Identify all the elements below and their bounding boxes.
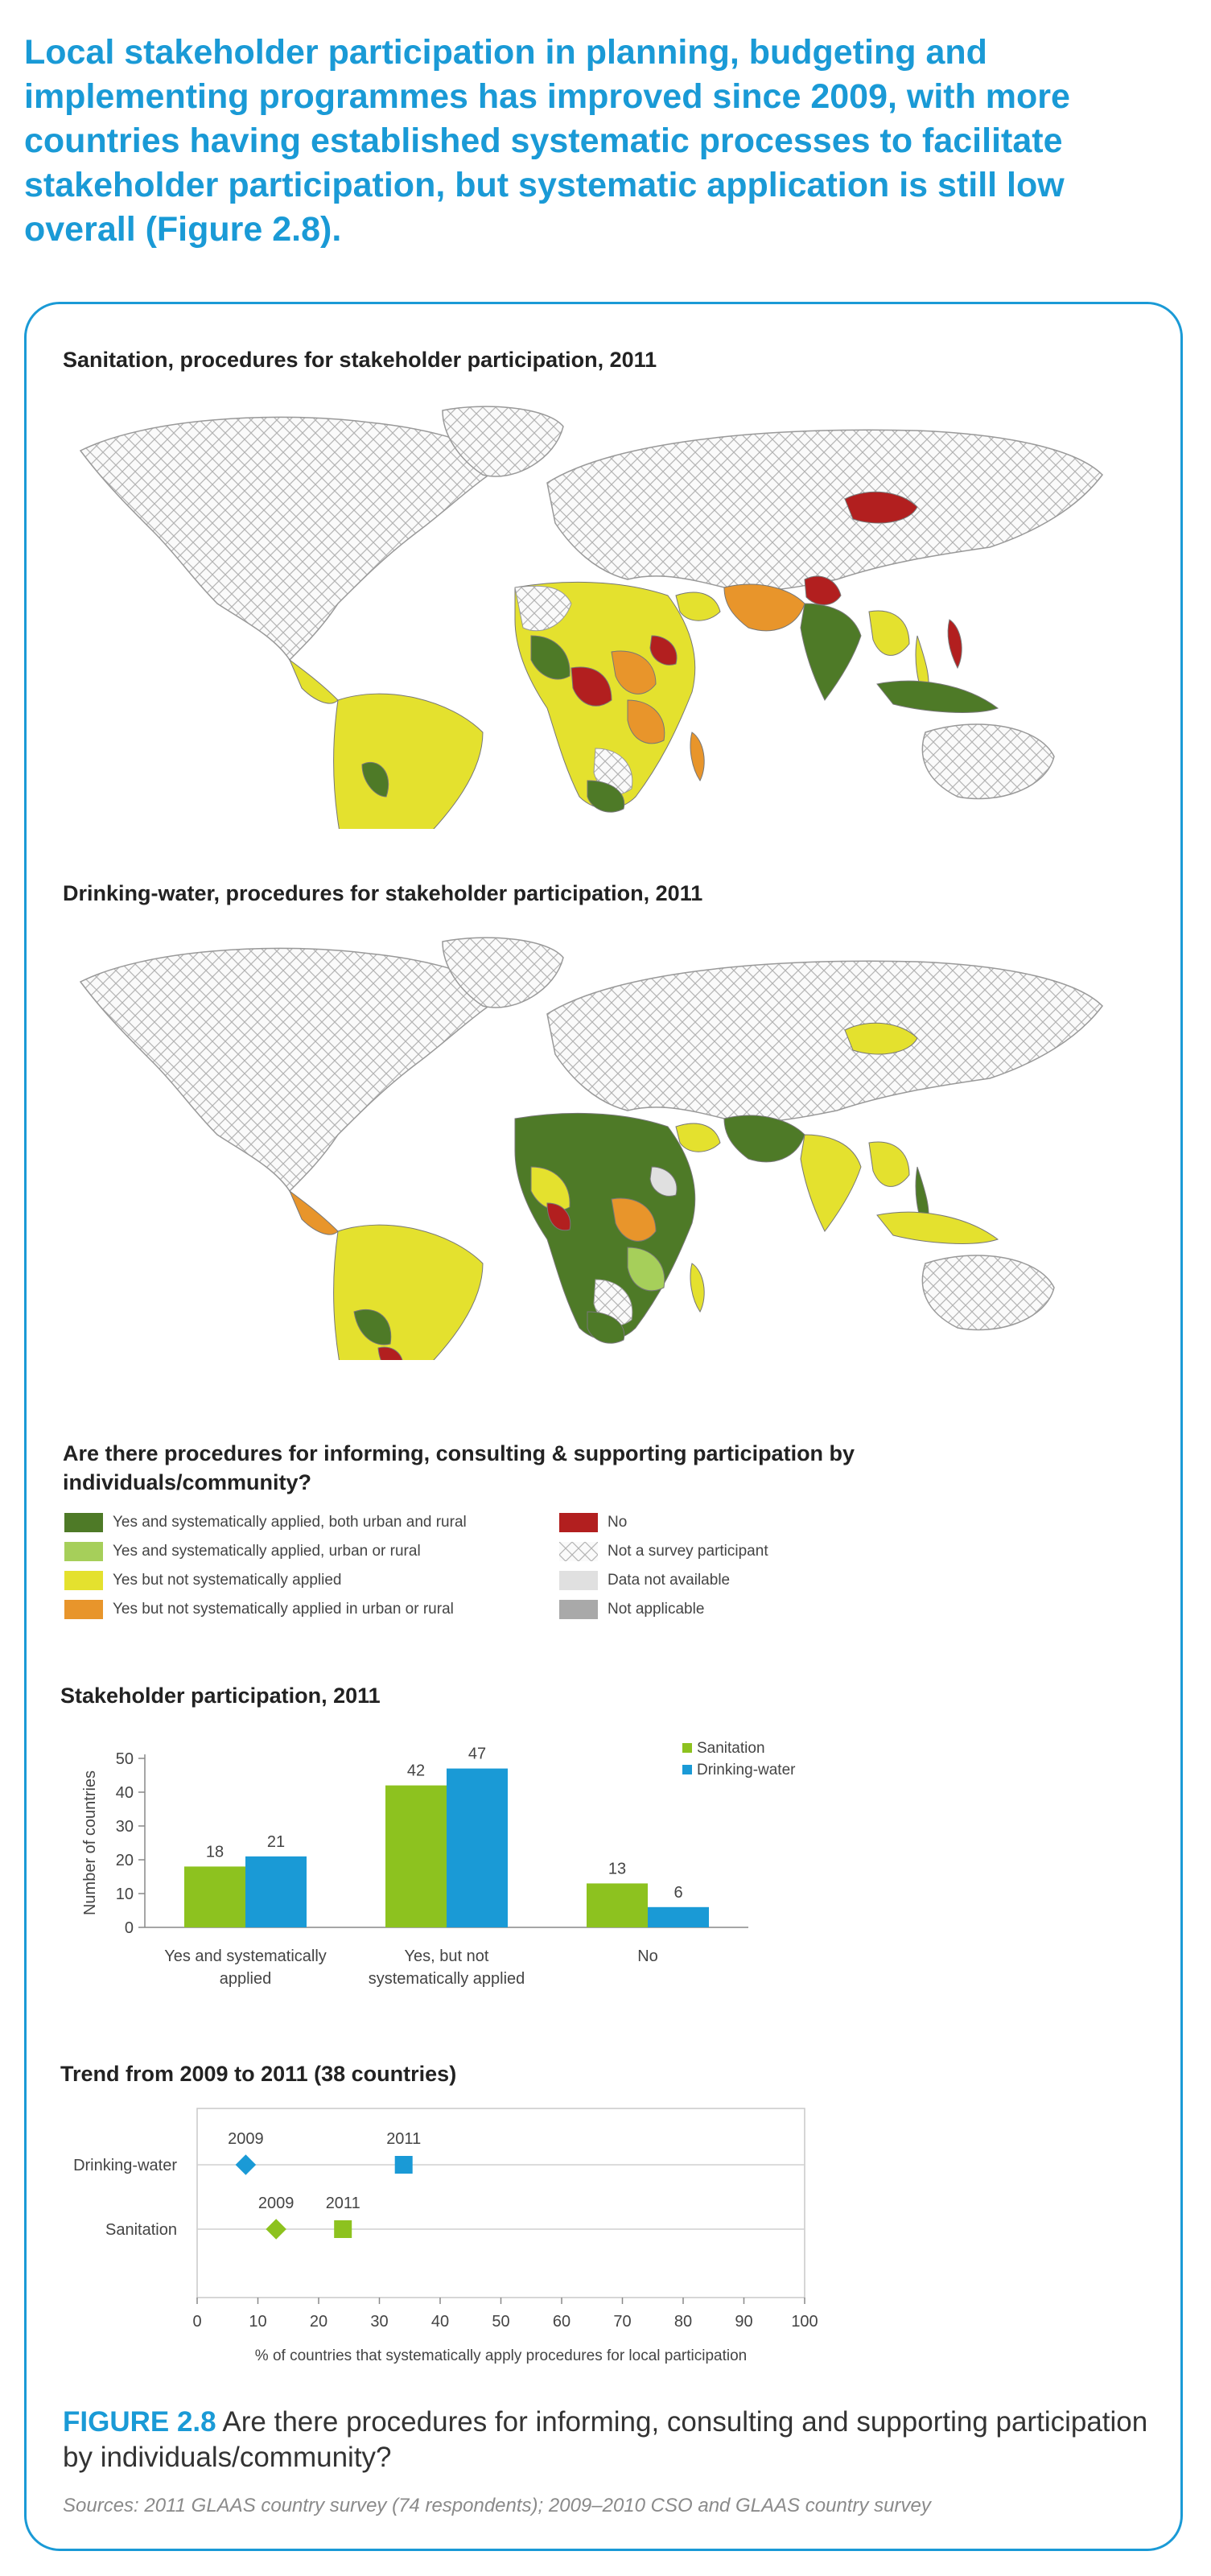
x-axis-label: % of countries that systematically apply…	[255, 2347, 747, 2364]
legend-swatch	[64, 1571, 103, 1590]
x-tick-label: 20	[310, 2313, 327, 2331]
legend-item: Data not available	[559, 1571, 730, 1590]
legend-label: Data not available	[608, 1572, 731, 1589]
legend-swatch	[64, 1513, 103, 1532]
figure-label: FIGURE 2.8	[63, 2406, 216, 2438]
legend-item: Yes but not systematically applied	[64, 1571, 341, 1590]
x-tick-label: 10	[249, 2313, 266, 2331]
point-label: 2009	[228, 2130, 264, 2148]
y-tick-label: 50	[116, 1750, 134, 1768]
legend-swatch	[64, 1600, 103, 1619]
bar-drinking-water	[245, 1856, 307, 1927]
legend-label: Yes but not systematically applied in ur…	[113, 1601, 454, 1618]
drinking-water-map-title: Drinking-water, procedures for stakehold…	[63, 881, 703, 905]
x-tick-label: 40	[431, 2313, 449, 2331]
legend-label: Yes and systematically applied, urban or…	[113, 1543, 421, 1560]
trend-chart: Drinking-water 2009 2011 Sanitation 2009 2011…	[73, 2108, 818, 2364]
row-label: Sanitation	[105, 2221, 177, 2239]
legend-label: Drinking-water	[697, 1762, 796, 1778]
x-tick-label: 100	[791, 2313, 818, 2331]
bar-sanitation	[587, 1883, 648, 1927]
legend-item: Yes and systematically applied, urban or…	[64, 1542, 421, 1561]
legend-swatch	[559, 1571, 598, 1590]
legend-label: No	[608, 1514, 628, 1531]
legend-item: No	[559, 1513, 627, 1532]
caption-text: Are there procedures for informing, cons…	[63, 2406, 1148, 2473]
legend-label: Not applicable	[608, 1601, 705, 1618]
sources-note: Sources: 2011 GLAAS country survey (74 r…	[63, 2495, 931, 2516]
bar-value-label: 6	[673, 1884, 682, 1902]
point-2009-drinking-water	[235, 2154, 257, 2175]
x-tick-label: 50	[492, 2313, 509, 2331]
legend-item: Yes and systematically applied, both urb…	[64, 1513, 467, 1532]
x-tick-label: 80	[674, 2313, 692, 2331]
point-label: 2009	[258, 2195, 295, 2212]
point-label: 2011	[326, 2195, 360, 2212]
bar-sanitation	[385, 1785, 447, 1927]
y-tick-label: 40	[116, 1784, 134, 1802]
bar-value-label: 47	[468, 1745, 486, 1763]
x-tick-label: 60	[553, 2313, 570, 2331]
legend-marker-drinking-water	[682, 1765, 692, 1774]
sanitation-map	[32, 394, 1151, 943]
bar-drinking-water	[447, 1768, 508, 1927]
legend-item: Yes but not systematically applied in ur…	[64, 1600, 454, 1619]
legend-label: Yes and systematically applied, both urb…	[113, 1514, 467, 1531]
legend-swatch	[64, 1542, 103, 1561]
legend-item: Not a survey participant	[559, 1542, 768, 1561]
legend-marker-sanitation	[682, 1743, 692, 1753]
bar-chart: 0 10 20 30 40 50 Number of countries 18 21 Yes an…	[81, 1740, 796, 1988]
bar-value-label: 42	[407, 1762, 425, 1780]
legend-label: Yes but not systematically applied	[113, 1572, 342, 1589]
sanitation-map-title: Sanitation, procedures for stakeholder p…	[63, 348, 657, 372]
bar-value-label: 18	[206, 1843, 224, 1861]
point-2011-sanitation	[334, 2220, 352, 2238]
y-axis-label: Number of countries	[81, 1770, 99, 1915]
row-label: Drinking-water	[73, 2157, 177, 2174]
category-label: Yes, but not systematically applied	[369, 1947, 525, 1988]
legend-item: Not applicable	[559, 1600, 704, 1619]
figure-frame	[24, 302, 1183, 2551]
bar-value-label: 13	[608, 1860, 626, 1877]
legend-title: Are there procedures for informing, cons…	[63, 1441, 855, 1494]
legend-label: Sanitation	[697, 1740, 765, 1757]
point-label: 2011	[386, 2130, 421, 2148]
legend-swatch	[559, 1600, 598, 1619]
bar-drinking-water	[648, 1906, 709, 1927]
bar-sanitation	[184, 1866, 245, 1927]
legend-label: Not a survey participant	[608, 1543, 768, 1560]
point-2009-sanitation	[266, 2219, 286, 2240]
x-tick-label: 90	[735, 2313, 752, 2331]
trend-chart-title: Trend from 2009 to 2011 (38 countries)	[60, 2062, 457, 2086]
x-tick-label: 0	[192, 2313, 201, 2331]
lead-paragraph: Local stakeholder participation in plann…	[24, 33, 1070, 249]
legend-swatch	[559, 1513, 598, 1532]
y-tick-label: 20	[116, 1852, 134, 1869]
category-label: Yes and systematically applied	[164, 1947, 327, 1988]
figure-caption: FIGURE 2.8 Are there procedures for info…	[63, 2405, 1149, 2475]
y-tick-label: 0	[125, 1919, 134, 1937]
drinking-water-map	[32, 925, 1151, 1474]
category-label: No	[637, 1947, 658, 1965]
x-tick-label: 30	[370, 2313, 388, 2331]
y-tick-label: 30	[116, 1818, 134, 1836]
point-2011-drinking-water	[394, 2156, 413, 2174]
y-tick-label: 10	[116, 1886, 134, 1903]
legend-swatch	[559, 1542, 598, 1561]
north-america-region	[79, 416, 517, 662]
bar-chart-title: Stakeholder participation, 2011	[60, 1684, 381, 1708]
bar-value-label: 21	[267, 1833, 285, 1851]
x-tick-label: 70	[613, 2313, 631, 2331]
